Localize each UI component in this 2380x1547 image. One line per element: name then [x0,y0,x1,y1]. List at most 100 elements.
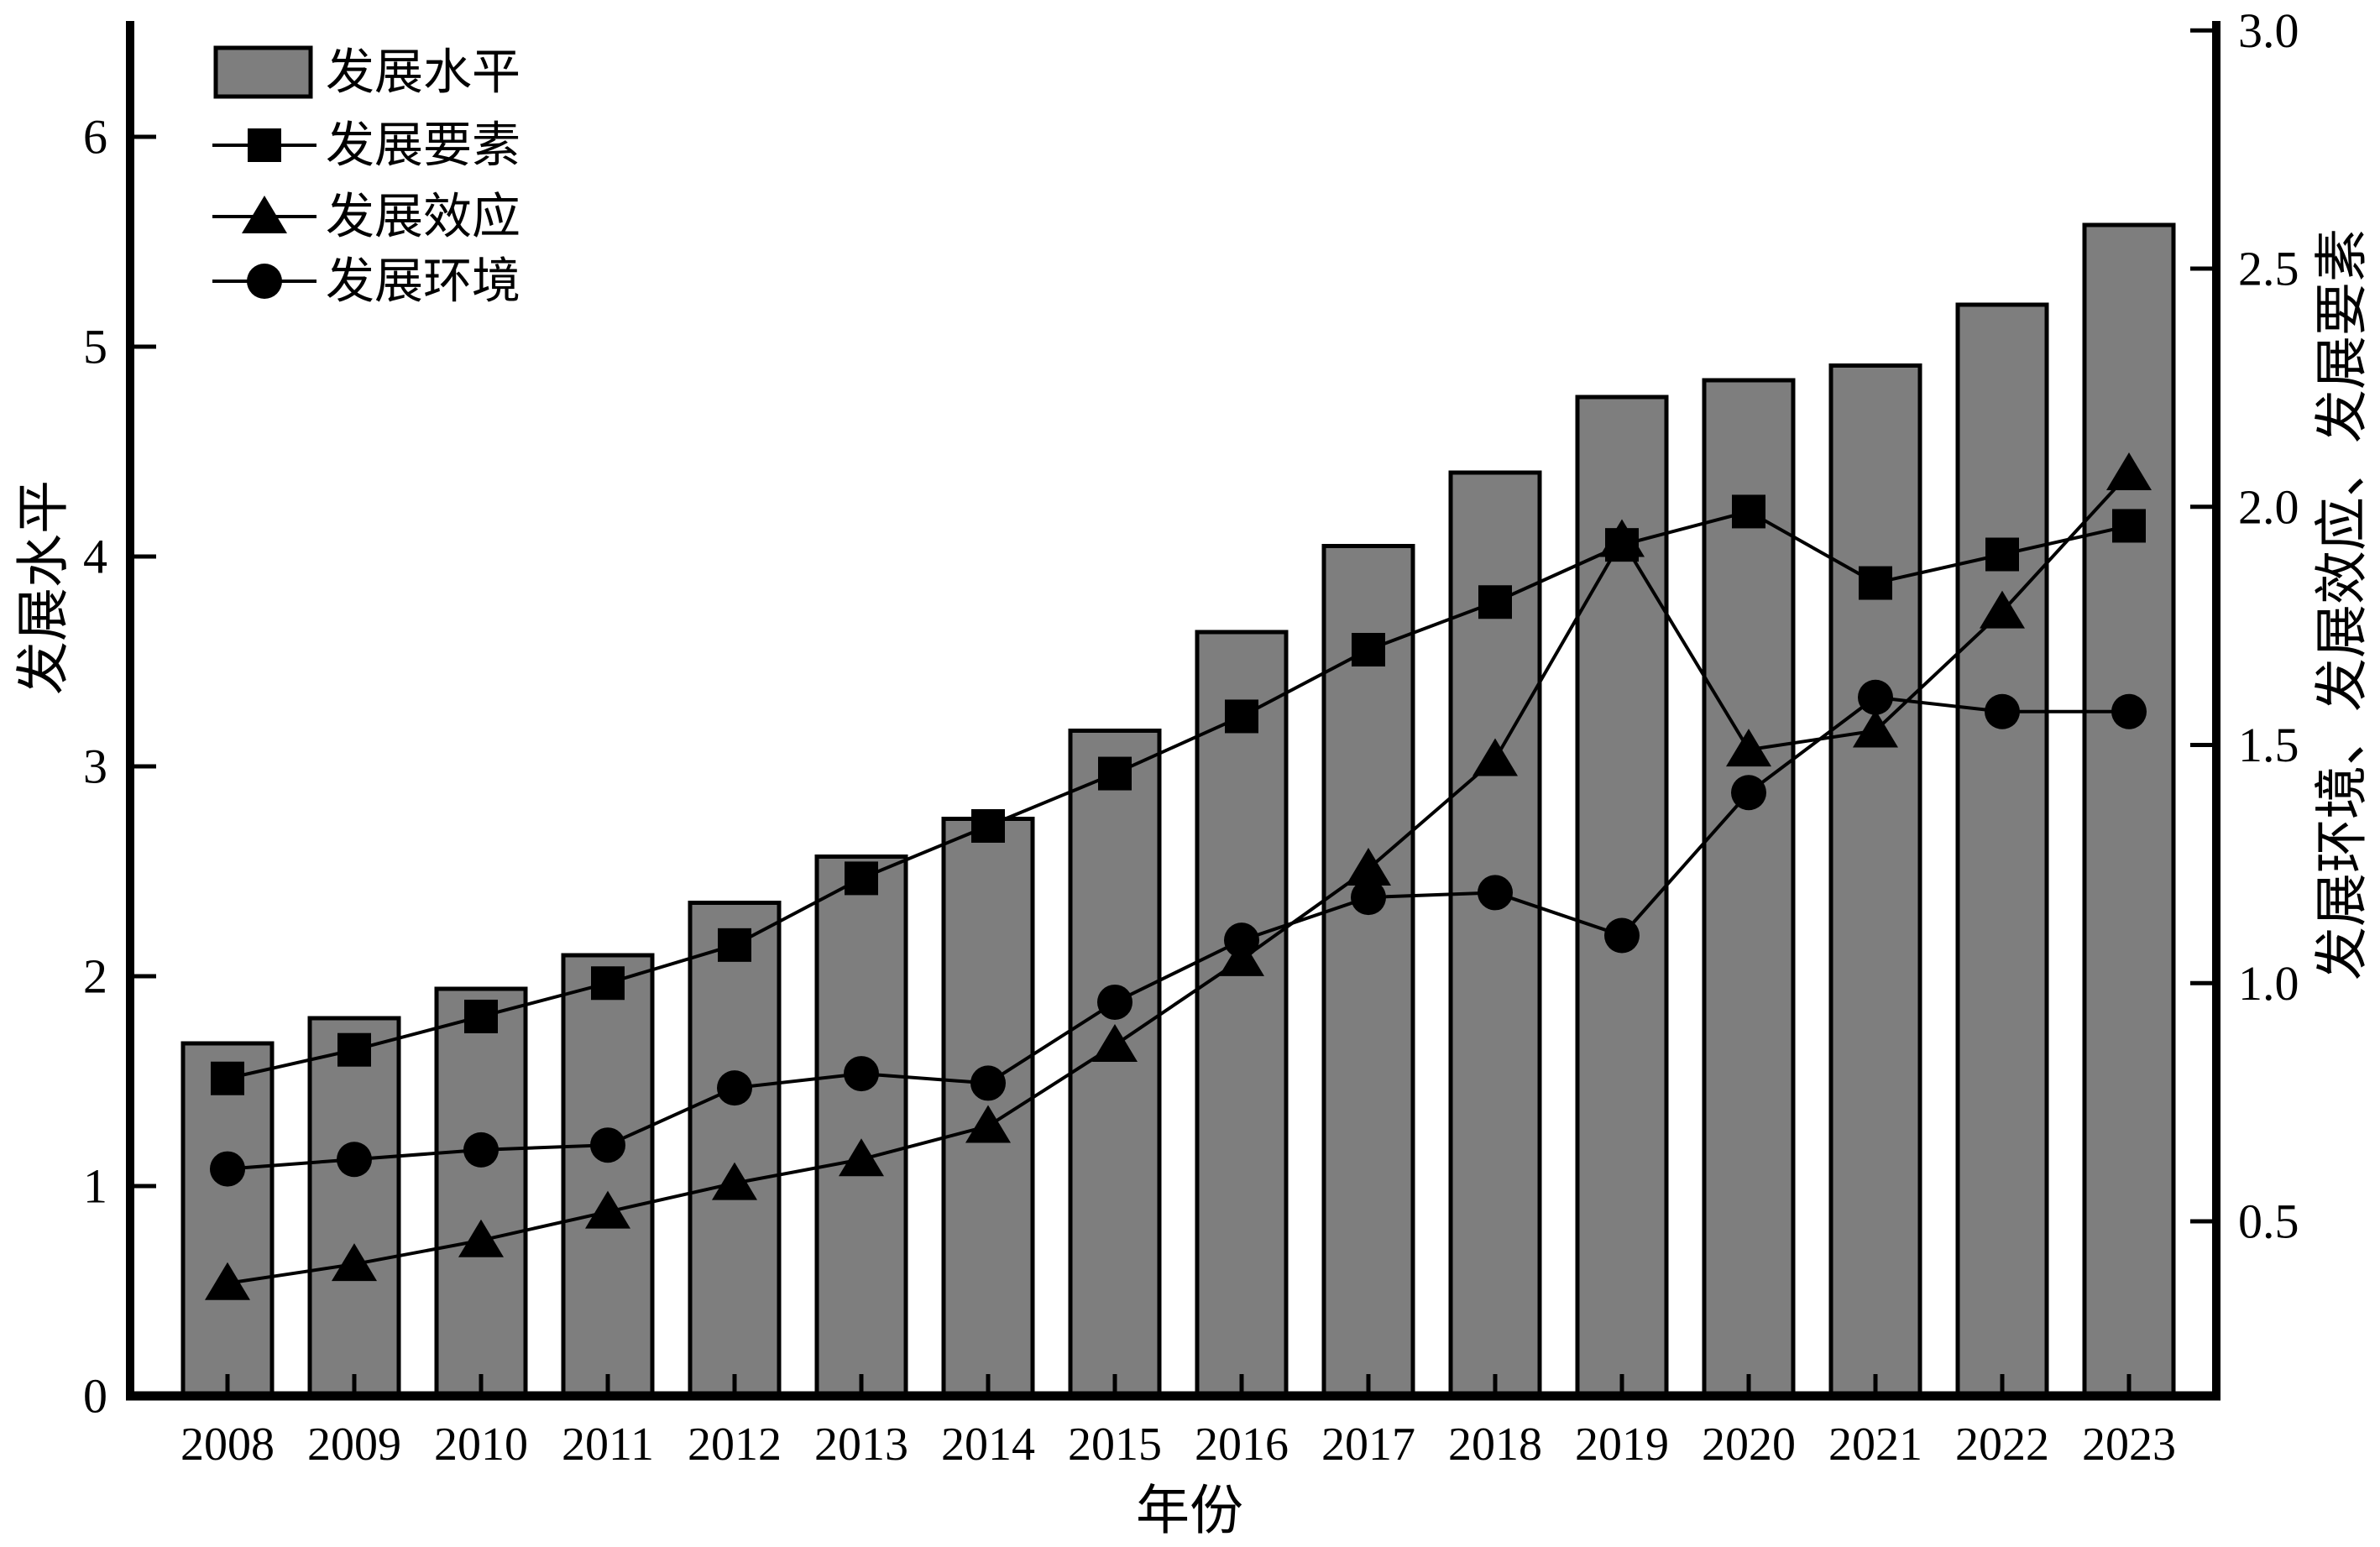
marker-triangle-2022 [1980,590,2025,629]
line-series-triangle [227,472,2131,1285]
marker-circle-2009 [337,1142,372,1178]
x-tick-label-2021: 2021 [1828,1419,1922,1471]
marker-triangle-2023 [2106,452,2152,491]
marker-square-2013 [845,861,878,896]
bar-2023 [2082,222,2176,1398]
marker-square-2023 [2112,509,2146,543]
marker-triangle-2021 [1853,709,1898,748]
bar-2011 [561,953,655,1398]
right-axis-title: 发展环境、发展效应、发展要素 [2313,228,2372,980]
legend-label-bar: 发展水平 [326,45,520,100]
x-tick-label-2016: 2016 [1195,1419,1289,1471]
marker-circle-2016 [1224,922,1259,959]
marker-square-2011 [591,966,625,1001]
marker-circle-2018 [1478,875,1513,911]
left-tick-label-4: 4 [83,530,107,584]
bar-2021 [1828,363,1922,1398]
marker-triangle-2017 [1346,848,1391,886]
marker-triangle-2010 [458,1219,504,1257]
marker-square-2017 [1352,633,1385,666]
marker-circle-2021 [1858,679,1893,715]
bar-2016 [1195,630,1289,1398]
marker-triangle-2013 [839,1138,884,1177]
marker-circle-2014 [970,1065,1006,1101]
marker-square-2020 [1732,494,1765,529]
marker-triangle-2012 [712,1162,757,1200]
x-tick-label-2008: 2008 [180,1419,275,1471]
x-tick-label-2017: 2017 [1321,1419,1415,1471]
marker-circle-2013 [844,1056,879,1092]
x-axis-title: 年份 [1136,1482,1243,1541]
bar-2013 [814,855,908,1398]
bar-2010 [434,986,528,1398]
bar-2017 [1321,544,1415,1398]
marker-triangle-2018 [1472,738,1518,776]
left-tick-label-5: 5 [83,320,107,374]
right-tick-label-2.0: 2.0 [2238,479,2299,534]
bar-2020 [1702,378,1796,1398]
x-tick-label-2018: 2018 [1448,1419,1542,1471]
x-tick-label-2019: 2019 [1575,1419,1669,1471]
bar-2009 [307,1016,401,1398]
marker-triangle-2019 [1599,519,1645,557]
legend-label-circle: 发展环境 [326,254,520,309]
x-tick-label-2011: 2011 [562,1419,654,1471]
x-tick-label-2015: 2015 [1068,1419,1162,1471]
marker-circle-2012 [717,1070,752,1106]
right-tick-label-2.5: 2.5 [2238,242,2299,296]
marker-circle-2010 [463,1132,499,1168]
left-tick-label-0: 0 [83,1369,107,1424]
legend-bar-swatch-icon [213,45,313,99]
legend-triangle-marker-icon [242,196,287,233]
marker-circle-2019 [1604,917,1640,954]
x-tick-label-2009: 2009 [307,1419,401,1471]
line-series-circle [227,695,2129,1171]
marker-triangle-2020 [1726,729,1771,767]
bar-2018 [1448,470,1542,1398]
right-tick-label-3.0: 3.0 [2238,3,2299,58]
marker-square-2015 [1098,756,1132,791]
legend-circle-marker-icon [247,264,282,299]
x-tick-label-2020: 2020 [1702,1419,1796,1471]
x-tick-label-2013: 2013 [814,1419,908,1471]
legend-label-square: 发展要素 [326,118,520,173]
marker-square-2010 [464,999,498,1033]
bar-2012 [688,901,782,1398]
right-tick-label-1.5: 1.5 [2238,718,2299,772]
marker-square-2014 [971,808,1005,843]
marker-square-2021 [1859,566,1892,600]
left-tick-label-2: 2 [83,949,107,1004]
marker-circle-2023 [2111,693,2147,729]
left-axis-title: 发展水平 [14,480,74,695]
x-tick-label-2012: 2012 [688,1419,782,1471]
x-tick-label-2023: 2023 [2082,1419,2176,1471]
x-tick-label-2010: 2010 [434,1419,528,1471]
marker-triangle-2011 [585,1190,630,1229]
marker-square-2018 [1478,585,1512,619]
left-tick-label-3: 3 [83,740,107,794]
x-tick-label-2014: 2014 [941,1419,1035,1471]
marker-circle-2011 [590,1127,625,1163]
marker-square-2022 [1985,537,2019,572]
marker-square-2008 [211,1061,244,1095]
marker-triangle-2015 [1092,1024,1138,1063]
right-tick-label-0.5: 0.5 [2238,1194,2299,1249]
marker-circle-2022 [1985,693,2020,729]
x-tick-label-2022: 2022 [1955,1419,2049,1471]
marker-triangle-2014 [965,1105,1011,1143]
marker-square-2009 [337,1032,371,1067]
left-tick-label-1: 1 [83,1159,107,1214]
bar-2008 [180,1041,275,1398]
marker-square-2016 [1225,699,1258,734]
marker-circle-2020 [1731,775,1766,811]
marker-circle-2008 [210,1151,245,1187]
legend-square-marker-icon [248,128,281,162]
marker-triangle-2009 [332,1243,377,1282]
marker-circle-2015 [1097,984,1132,1020]
bar-2022 [1955,302,2049,1398]
marker-triangle-2008 [205,1262,250,1300]
right-tick-label-1.0: 1.0 [2238,956,2299,1011]
marker-circle-2017 [1351,880,1386,916]
